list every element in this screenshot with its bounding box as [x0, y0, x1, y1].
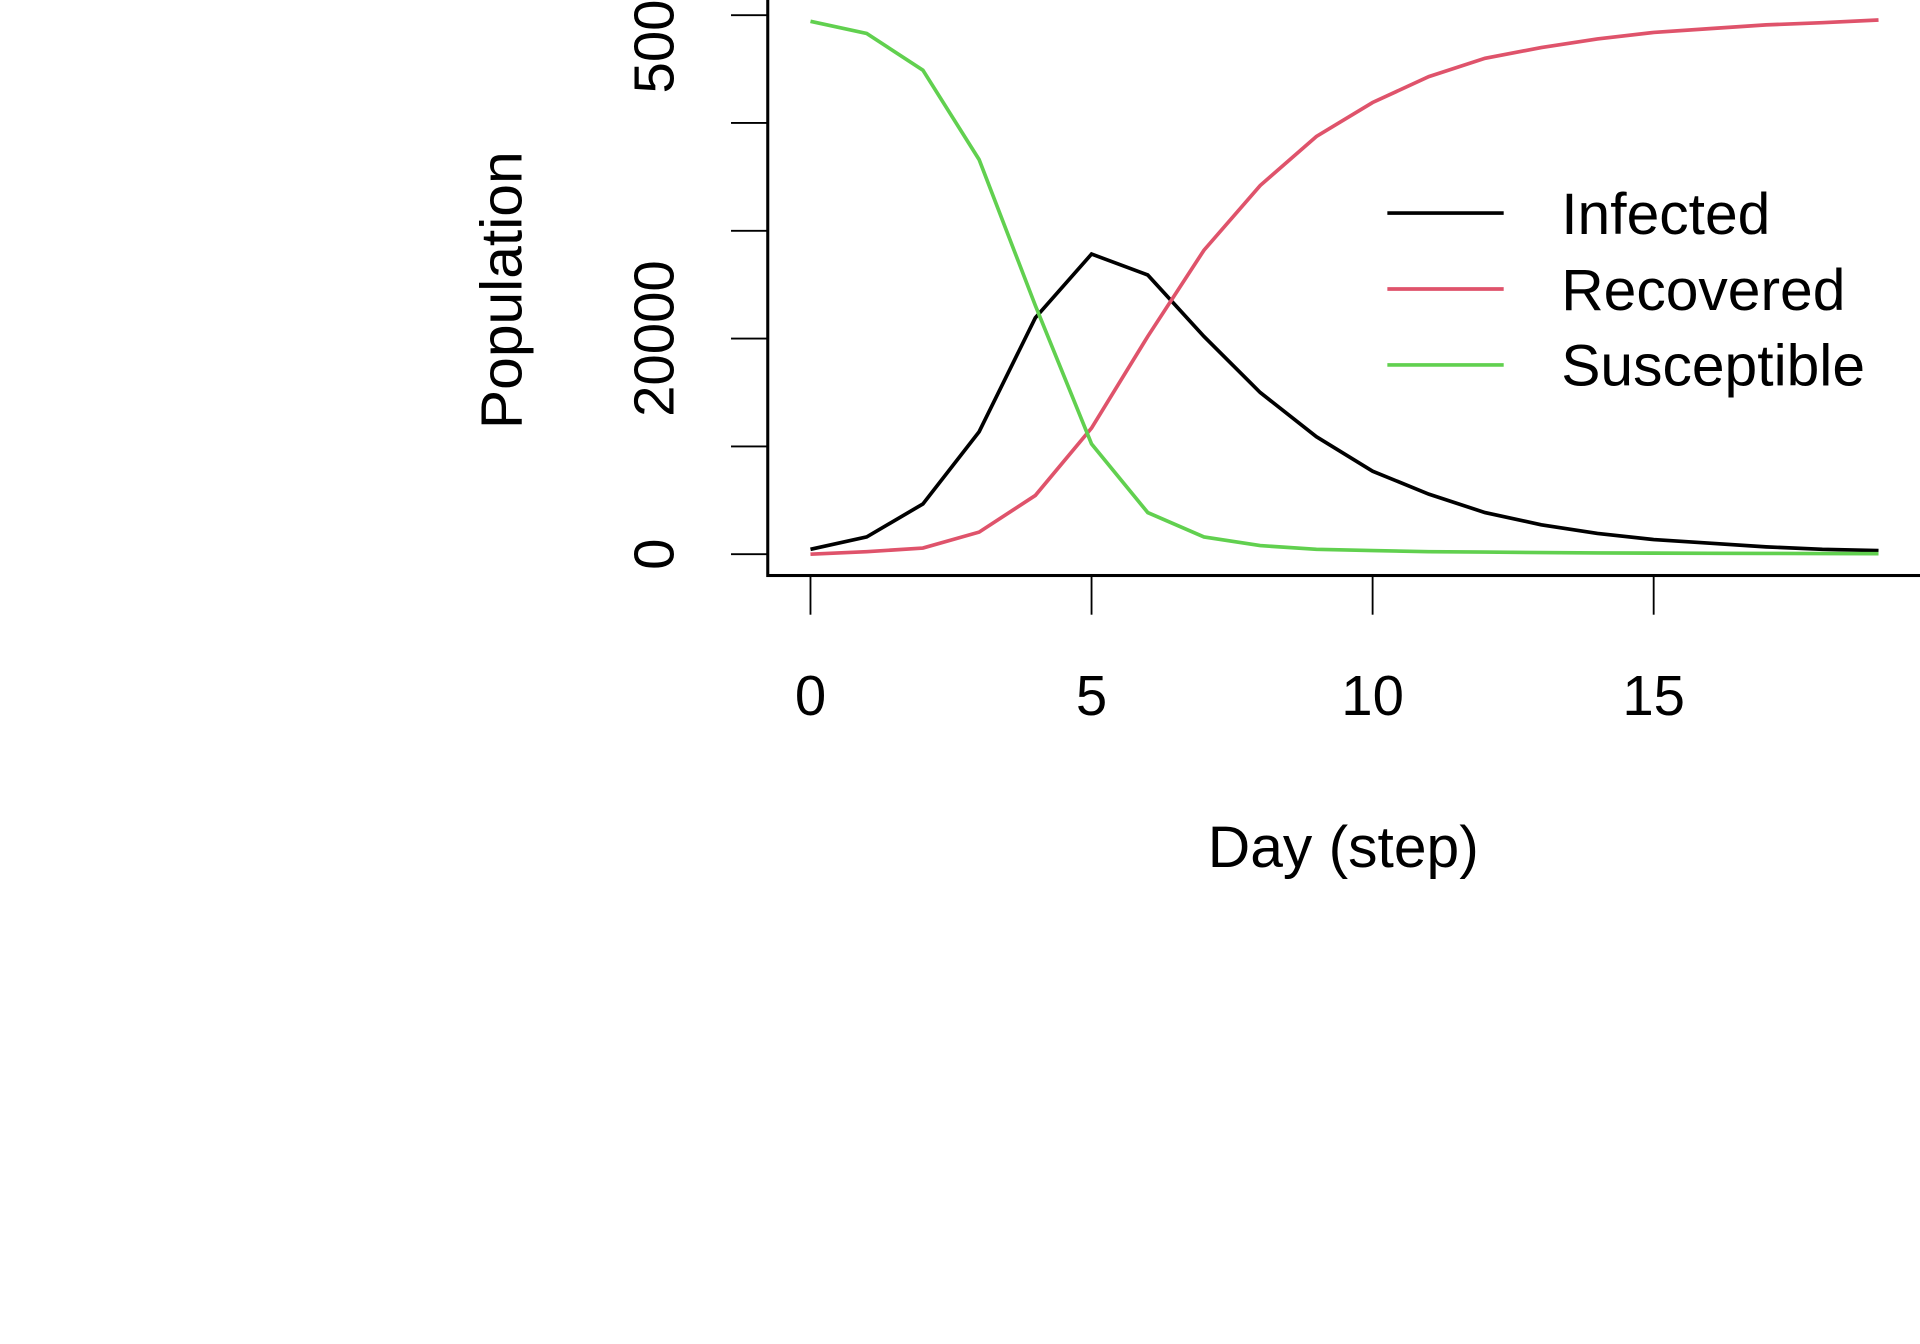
x-tick-label: 0 [795, 664, 826, 727]
x-tick-label: 15 [1622, 664, 1685, 727]
series-line [810, 19, 1879, 556]
plot-frame [766, 0, 1920, 578]
series-line [810, 251, 1879, 553]
x-tick-label: 10 [1341, 664, 1404, 727]
y-axis-label: Population [470, 151, 535, 429]
y-tick-label: 50000 [622, 0, 685, 93]
legend-label: Susceptible [1561, 334, 1865, 399]
y-tick-label: 0 [622, 539, 685, 570]
legend-label: Infected [1561, 182, 1770, 247]
legend-label: Recovered [1561, 258, 1845, 323]
series-line [810, 18, 1879, 557]
plot: Day (step) Population 0 5 10 15 0 20000 50000 I… [470, 0, 1920, 880]
y-tick-label: 20000 [622, 260, 685, 417]
x-axis-label: Day (step) [1208, 815, 1479, 880]
x-tick-label: 5 [1076, 664, 1107, 727]
